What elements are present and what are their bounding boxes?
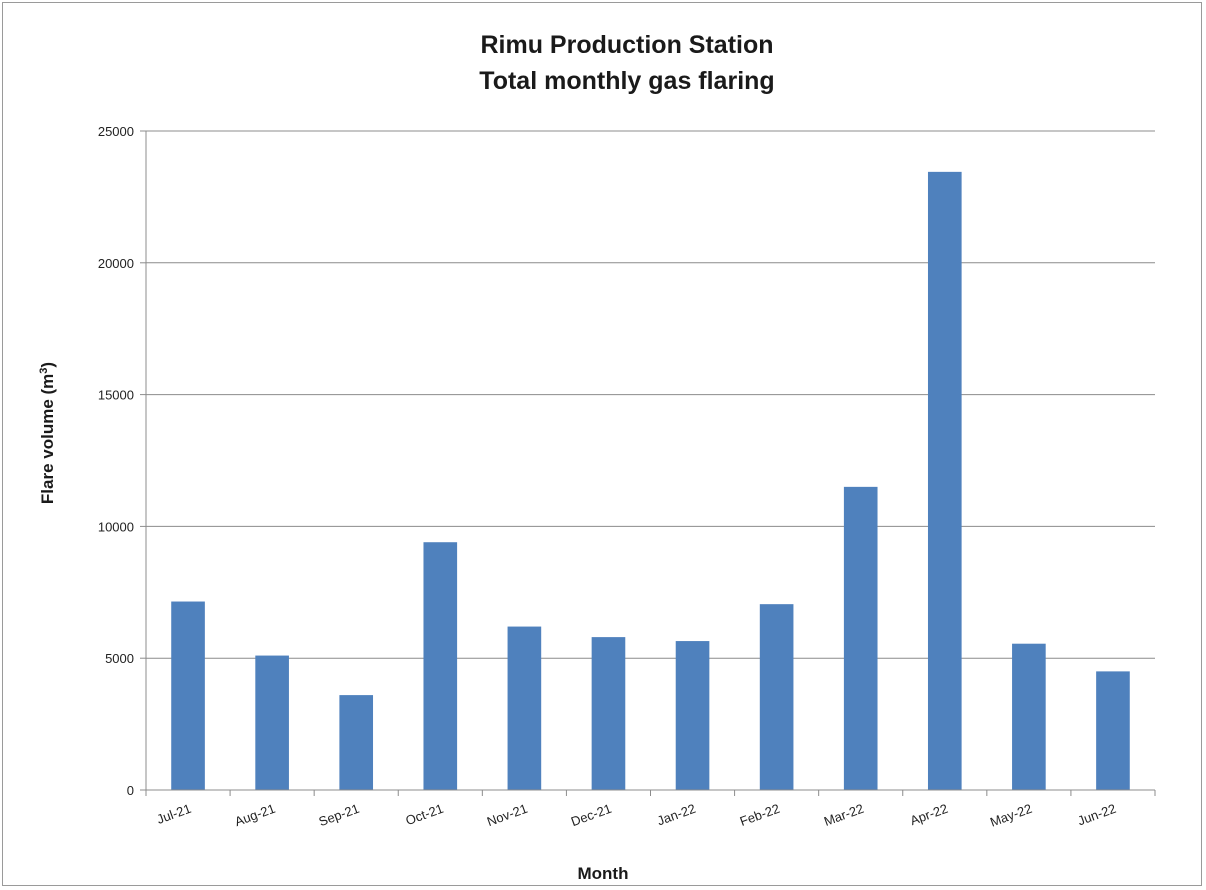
y-tick-labels: 0 5000 10000 15000 20000 25000 [98, 124, 134, 798]
bar-aug-21 [255, 655, 289, 790]
y-tick-label-5: 25000 [98, 124, 134, 139]
bar-nov-21 [507, 626, 542, 790]
chart-title-line-1: Rimu Production Station [480, 31, 773, 59]
bars [171, 171, 1130, 790]
y-axis-title-superscript: 3 [38, 368, 50, 374]
x-axis-title: Month [578, 864, 629, 883]
bar-mar-22 [843, 486, 878, 790]
y-tick-label-3: 15000 [98, 388, 134, 403]
x-tick-label-sep-21: Sep-21 [317, 801, 362, 829]
axes [140, 130, 1156, 796]
bar-oct-21 [423, 542, 458, 790]
y-axis-title: Flare volume (m3) [38, 362, 57, 504]
y-tick-label-0: 0 [127, 783, 134, 798]
x-tick-labels: Jul-21 Aug-21 Sep-21 Oct-21 Nov-21 Dec-21 Jan-… [155, 801, 1118, 830]
x-tick-label-apr-22: Apr-22 [908, 801, 950, 828]
x-tick-label-oct-21: Oct-21 [404, 801, 446, 828]
x-tick-label-jul-21: Jul-21 [155, 801, 193, 827]
bar-sep-21 [339, 695, 374, 790]
chart-title-line-2: Total monthly gas flaring [479, 67, 774, 95]
x-tick-label-may-22: May-22 [988, 801, 1034, 830]
bar-jul-21 [171, 601, 205, 790]
x-tick-label-feb-22: Feb-22 [738, 801, 782, 829]
x-tick-label-aug-21: Aug-21 [233, 801, 278, 829]
y-axis-title-main: Flare volume (m [38, 374, 57, 504]
bar-may-22 [1012, 643, 1046, 790]
y-axis-title-end: ) [38, 362, 57, 368]
gridlines [146, 130, 1155, 659]
x-tick-label-jun-22: Jun-22 [1076, 801, 1118, 829]
bar-jan-22 [675, 641, 710, 790]
bar-apr-22 [927, 171, 962, 790]
bar-jun-22 [1096, 671, 1130, 790]
x-tick-label-jan-22: Jan-22 [655, 801, 697, 829]
bar-dec-21 [591, 637, 626, 790]
bar-chart: Rimu Production Station Total monthly ga… [38, 31, 1156, 883]
bar-feb-22 [759, 604, 794, 790]
y-tick-label-2: 10000 [98, 519, 134, 534]
x-tick-label-dec-21: Dec-21 [569, 801, 614, 829]
y-tick-label-4: 20000 [98, 256, 134, 271]
x-tick-label-nov-21: Nov-21 [485, 801, 530, 829]
x-tick-label-mar-22: Mar-22 [822, 801, 866, 829]
y-tick-label-1: 5000 [105, 651, 134, 666]
chart-title: Rimu Production Station Total monthly ga… [479, 31, 774, 95]
